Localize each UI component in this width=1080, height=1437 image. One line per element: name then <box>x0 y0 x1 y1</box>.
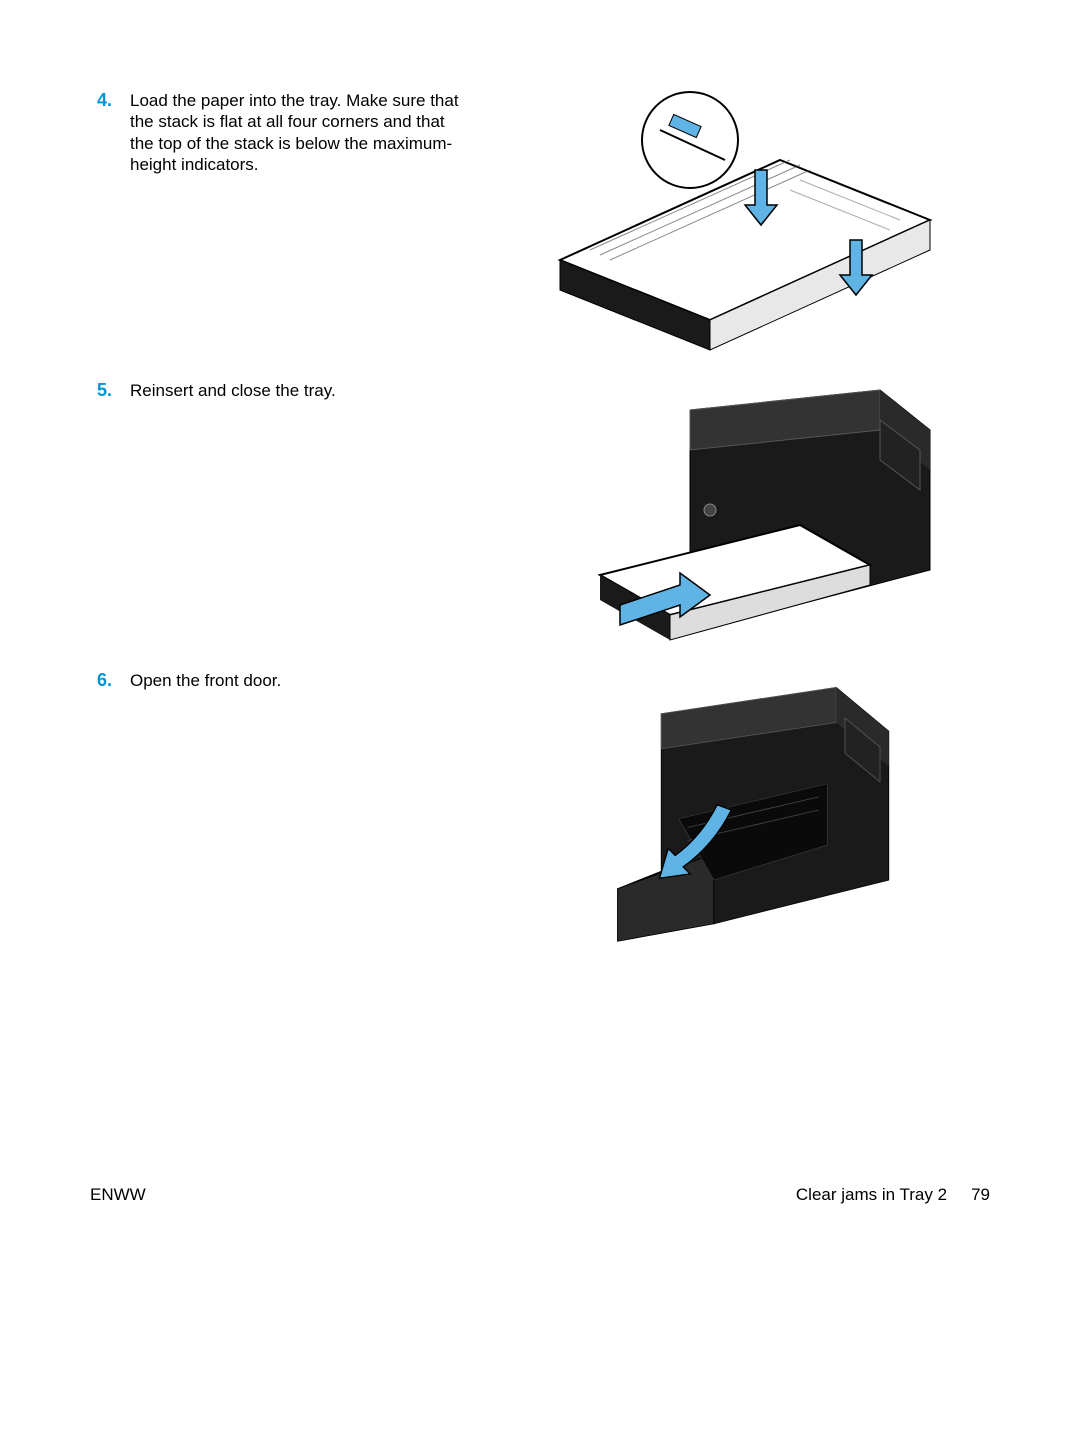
tray-load-paper-icon <box>540 90 940 370</box>
step-6: 6. Open the front door. <box>90 670 490 691</box>
footer-left: ENWW <box>90 1185 146 1205</box>
page-content: 4. Load the paper into the tray. Make su… <box>90 90 990 1437</box>
step-row-5: 5. Reinsert and close the tray. <box>90 380 990 660</box>
step-text: Open the front door. <box>130 670 281 691</box>
step-text: Reinsert and close the tray. <box>130 380 336 401</box>
step-number: 6. <box>90 670 130 691</box>
step-number: 4. <box>90 90 130 111</box>
footer-right: Clear jams in Tray 2 79 <box>796 1185 990 1205</box>
step-row-6: 6. Open the front door. <box>90 670 990 950</box>
step-text-col: 5. Reinsert and close the tray. <box>90 380 490 660</box>
step-text-col: 6. Open the front door. <box>90 670 490 950</box>
footer-section: Clear jams in Tray 2 <box>796 1185 947 1205</box>
front-door-open-icon <box>540 670 940 950</box>
step-text-col: 4. Load the paper into the tray. Make su… <box>90 90 490 370</box>
illustration-col <box>490 380 990 660</box>
illustration-col <box>490 670 990 950</box>
footer-page-number: 79 <box>971 1185 990 1205</box>
illustration-col <box>490 90 990 370</box>
step-4: 4. Load the paper into the tray. Make su… <box>90 90 490 175</box>
step-number: 5. <box>90 380 130 401</box>
step-5: 5. Reinsert and close the tray. <box>90 380 490 401</box>
tray-reinsert-icon <box>540 380 940 660</box>
step-text: Load the paper into the tray. Make sure … <box>130 90 470 175</box>
step-row-4: 4. Load the paper into the tray. Make su… <box>90 90 990 370</box>
page-footer: ENWW Clear jams in Tray 2 79 <box>90 1185 990 1205</box>
